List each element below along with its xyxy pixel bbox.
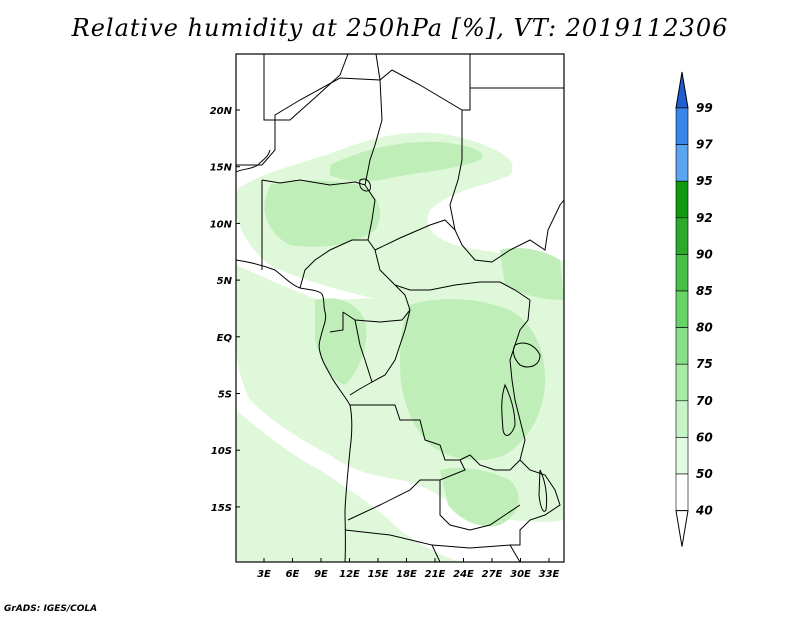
grads-credit: GrADS: IGES/COLA: [4, 604, 98, 614]
lat-tick-label: 15N: [210, 163, 233, 174]
map-title: Relative humidity at 250hPa [%], VT: 201…: [71, 14, 729, 42]
lon-tick-label: 33E: [539, 569, 560, 580]
lat-tick-label: EQ: [217, 333, 233, 344]
colorbar-swatch: [675, 363, 689, 402]
border-nigeria: [261, 179, 368, 289]
colorbar-swatch: [675, 437, 689, 475]
lat-tick-label: 5N: [217, 276, 233, 287]
colorbar-swatch: [675, 144, 689, 182]
lat-tick-label: 10S: [211, 446, 232, 457]
colorbar-label: 92: [696, 211, 713, 225]
colorbar-swatch: [675, 107, 689, 145]
lon-tick-label: 27E: [482, 569, 503, 580]
border-angola: [347, 404, 521, 531]
lake-chad: [359, 178, 371, 192]
lon-tick-label: 6E: [286, 569, 300, 580]
humidity-region-congo-basin: [400, 298, 545, 461]
lat-tick-label: 15S: [211, 503, 232, 514]
colorbar-label: 75: [696, 357, 713, 371]
colorbar-swatch: [675, 180, 689, 219]
lon-tick-label: 12E: [339, 569, 360, 580]
border-southeast: [344, 459, 561, 562]
colorbar-label: 97: [696, 138, 713, 152]
lake-victoria: [512, 342, 541, 368]
colorbar-swatch: [675, 217, 689, 255]
country-borders: [236, 54, 564, 562]
colorbar-label: 85: [696, 284, 713, 298]
colorbar-label: 90: [696, 247, 713, 261]
lon-tick-label: 30E: [510, 569, 531, 580]
humidity-shading: [236, 132, 564, 562]
humidity-region-southwest: [236, 410, 460, 562]
lon-tick-label: 9E: [314, 569, 328, 580]
lat-tick-label: 5S: [218, 390, 232, 401]
colorbar-swatch: [675, 473, 689, 511]
lon-tick-label: 24E: [453, 569, 474, 580]
border-sahara-north: [263, 54, 564, 121]
border-drc-east: [459, 299, 531, 471]
colorbar: 99 97 95 92 90 85 80 75 70 60 50 40: [675, 71, 713, 547]
lake-tanganyika: [501, 383, 516, 436]
colorbar-swatch: [675, 327, 689, 365]
humidity-region-nigeria: [264, 180, 380, 247]
colorbar-label: 99: [696, 101, 713, 115]
lake-malawi: [538, 469, 548, 512]
colorbar-label: 40: [695, 504, 713, 518]
lon-tick-label: 15E: [368, 569, 389, 580]
latitude-axis: 20N 15N 10N 5N EQ 5S 10S 15S: [210, 106, 240, 514]
lat-tick-label: 10N: [210, 219, 233, 230]
humidity-region-zambia: [440, 468, 519, 527]
colorbar-label: 50: [696, 467, 713, 481]
humidity-region-east: [500, 248, 564, 300]
humidity-region-gabon: [315, 298, 367, 385]
border-cameroon-car: [342, 219, 531, 323]
map-frame: [235, 53, 565, 563]
border-niger-chad: [236, 77, 383, 241]
colorbar-swatch: [675, 290, 689, 328]
longitude-axis: 3E 6E 9E 12E 15E 18E 21E 24E 27E 30E 33E: [257, 558, 560, 580]
border-chad-sudan: [449, 110, 564, 263]
colorbar-min-arrow: [675, 510, 689, 547]
colorbar-max-arrow: [675, 71, 689, 109]
lon-tick-label: 3E: [257, 569, 271, 580]
lon-tick-label: 21E: [425, 569, 446, 580]
lat-tick-label: 20N: [210, 106, 233, 117]
colorbar-label: 70: [696, 394, 713, 408]
humidity-region-north: [236, 132, 564, 303]
colorbar-swatch: [675, 254, 689, 292]
colorbar-label: 60: [696, 430, 713, 444]
lon-tick-label: 18E: [396, 569, 417, 580]
colorbar-label: 80: [696, 321, 713, 335]
border-congo-drc: [329, 309, 411, 396]
colorbar-label: 95: [696, 174, 713, 188]
colorbar-swatch: [675, 400, 689, 438]
